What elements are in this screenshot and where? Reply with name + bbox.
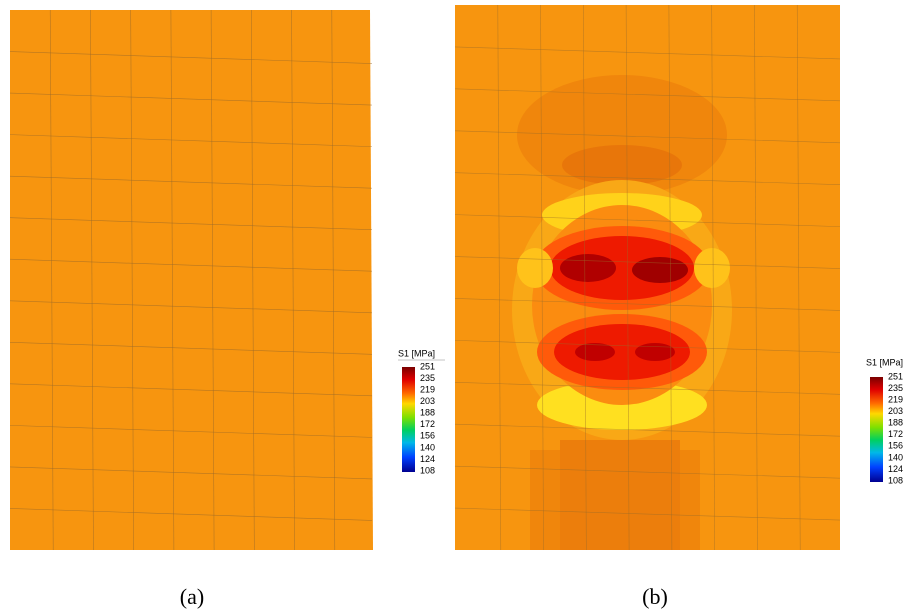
legend-label: 140 (420, 442, 435, 452)
legend-label: 203 (888, 406, 903, 416)
mesh-line (251, 9, 255, 551)
legend-label: 251 (420, 361, 435, 371)
legend-label: 203 (420, 396, 435, 406)
legend-label: 219 (888, 394, 903, 404)
mesh-a (10, 10, 373, 550)
mesh-lines (9, 9, 373, 551)
legend-label: 188 (888, 418, 903, 428)
mesh-line (9, 92, 373, 106)
legend-label: 156 (420, 431, 435, 441)
colorbar (402, 367, 415, 472)
mesh-line (9, 258, 373, 272)
mesh-line (9, 300, 373, 314)
mesh-line (49, 9, 54, 551)
mesh-line (540, 4, 544, 551)
mesh-line (454, 298, 841, 311)
mesh-line (583, 4, 587, 551)
legend-label: 124 (420, 454, 435, 464)
legend-label: 124 (888, 464, 903, 474)
legend-label: 235 (420, 373, 435, 383)
caption: (b) (642, 584, 668, 609)
legend-label: 140 (888, 452, 903, 462)
mesh-line (9, 342, 373, 355)
mesh-line (9, 508, 373, 521)
legend-label: 108 (420, 465, 435, 475)
mesh-line (754, 4, 758, 551)
legend-label: 172 (888, 429, 903, 439)
mesh-line (331, 9, 336, 551)
mesh-line (711, 4, 715, 551)
mesh-line (454, 130, 841, 144)
mesh-line (9, 217, 373, 230)
mesh-line (454, 423, 841, 437)
mesh-line (454, 172, 841, 185)
mesh-line (454, 465, 841, 479)
mesh-line (9, 134, 373, 147)
legend-label: 172 (420, 419, 435, 429)
mesh-line (668, 4, 673, 551)
mesh-line (454, 382, 841, 395)
mesh-line (625, 4, 630, 551)
legend-label: 188 (420, 408, 435, 418)
mesh-line (454, 88, 841, 102)
mesh-line (291, 9, 295, 551)
mesh-line (454, 340, 841, 353)
contour-b (455, 5, 840, 550)
mesh-line (9, 425, 373, 438)
mesh-line (9, 466, 373, 480)
mesh-line (9, 175, 373, 189)
colorbar (870, 377, 883, 482)
mesh-line (9, 51, 373, 64)
legend-title: S1 [MPa] (866, 357, 903, 367)
mesh-line (90, 9, 94, 551)
legend-label: 235 (888, 383, 903, 393)
mesh-line (170, 9, 175, 551)
mesh-line (9, 383, 373, 397)
mesh-line (130, 9, 134, 551)
legend-label: 251 (888, 371, 903, 381)
mesh-line (454, 46, 841, 60)
legend-label: 108 (888, 475, 903, 485)
legend-label: 156 (888, 441, 903, 451)
mesh-lines (454, 4, 841, 551)
legend-title: S1 [MPa] (398, 348, 435, 358)
mesh-line (497, 4, 502, 551)
legend-label: 219 (420, 384, 435, 394)
caption: (a) (180, 584, 204, 609)
mesh-line (454, 507, 841, 521)
mesh-line (454, 214, 841, 227)
mesh-line (796, 4, 801, 551)
mesh-line (454, 256, 841, 269)
